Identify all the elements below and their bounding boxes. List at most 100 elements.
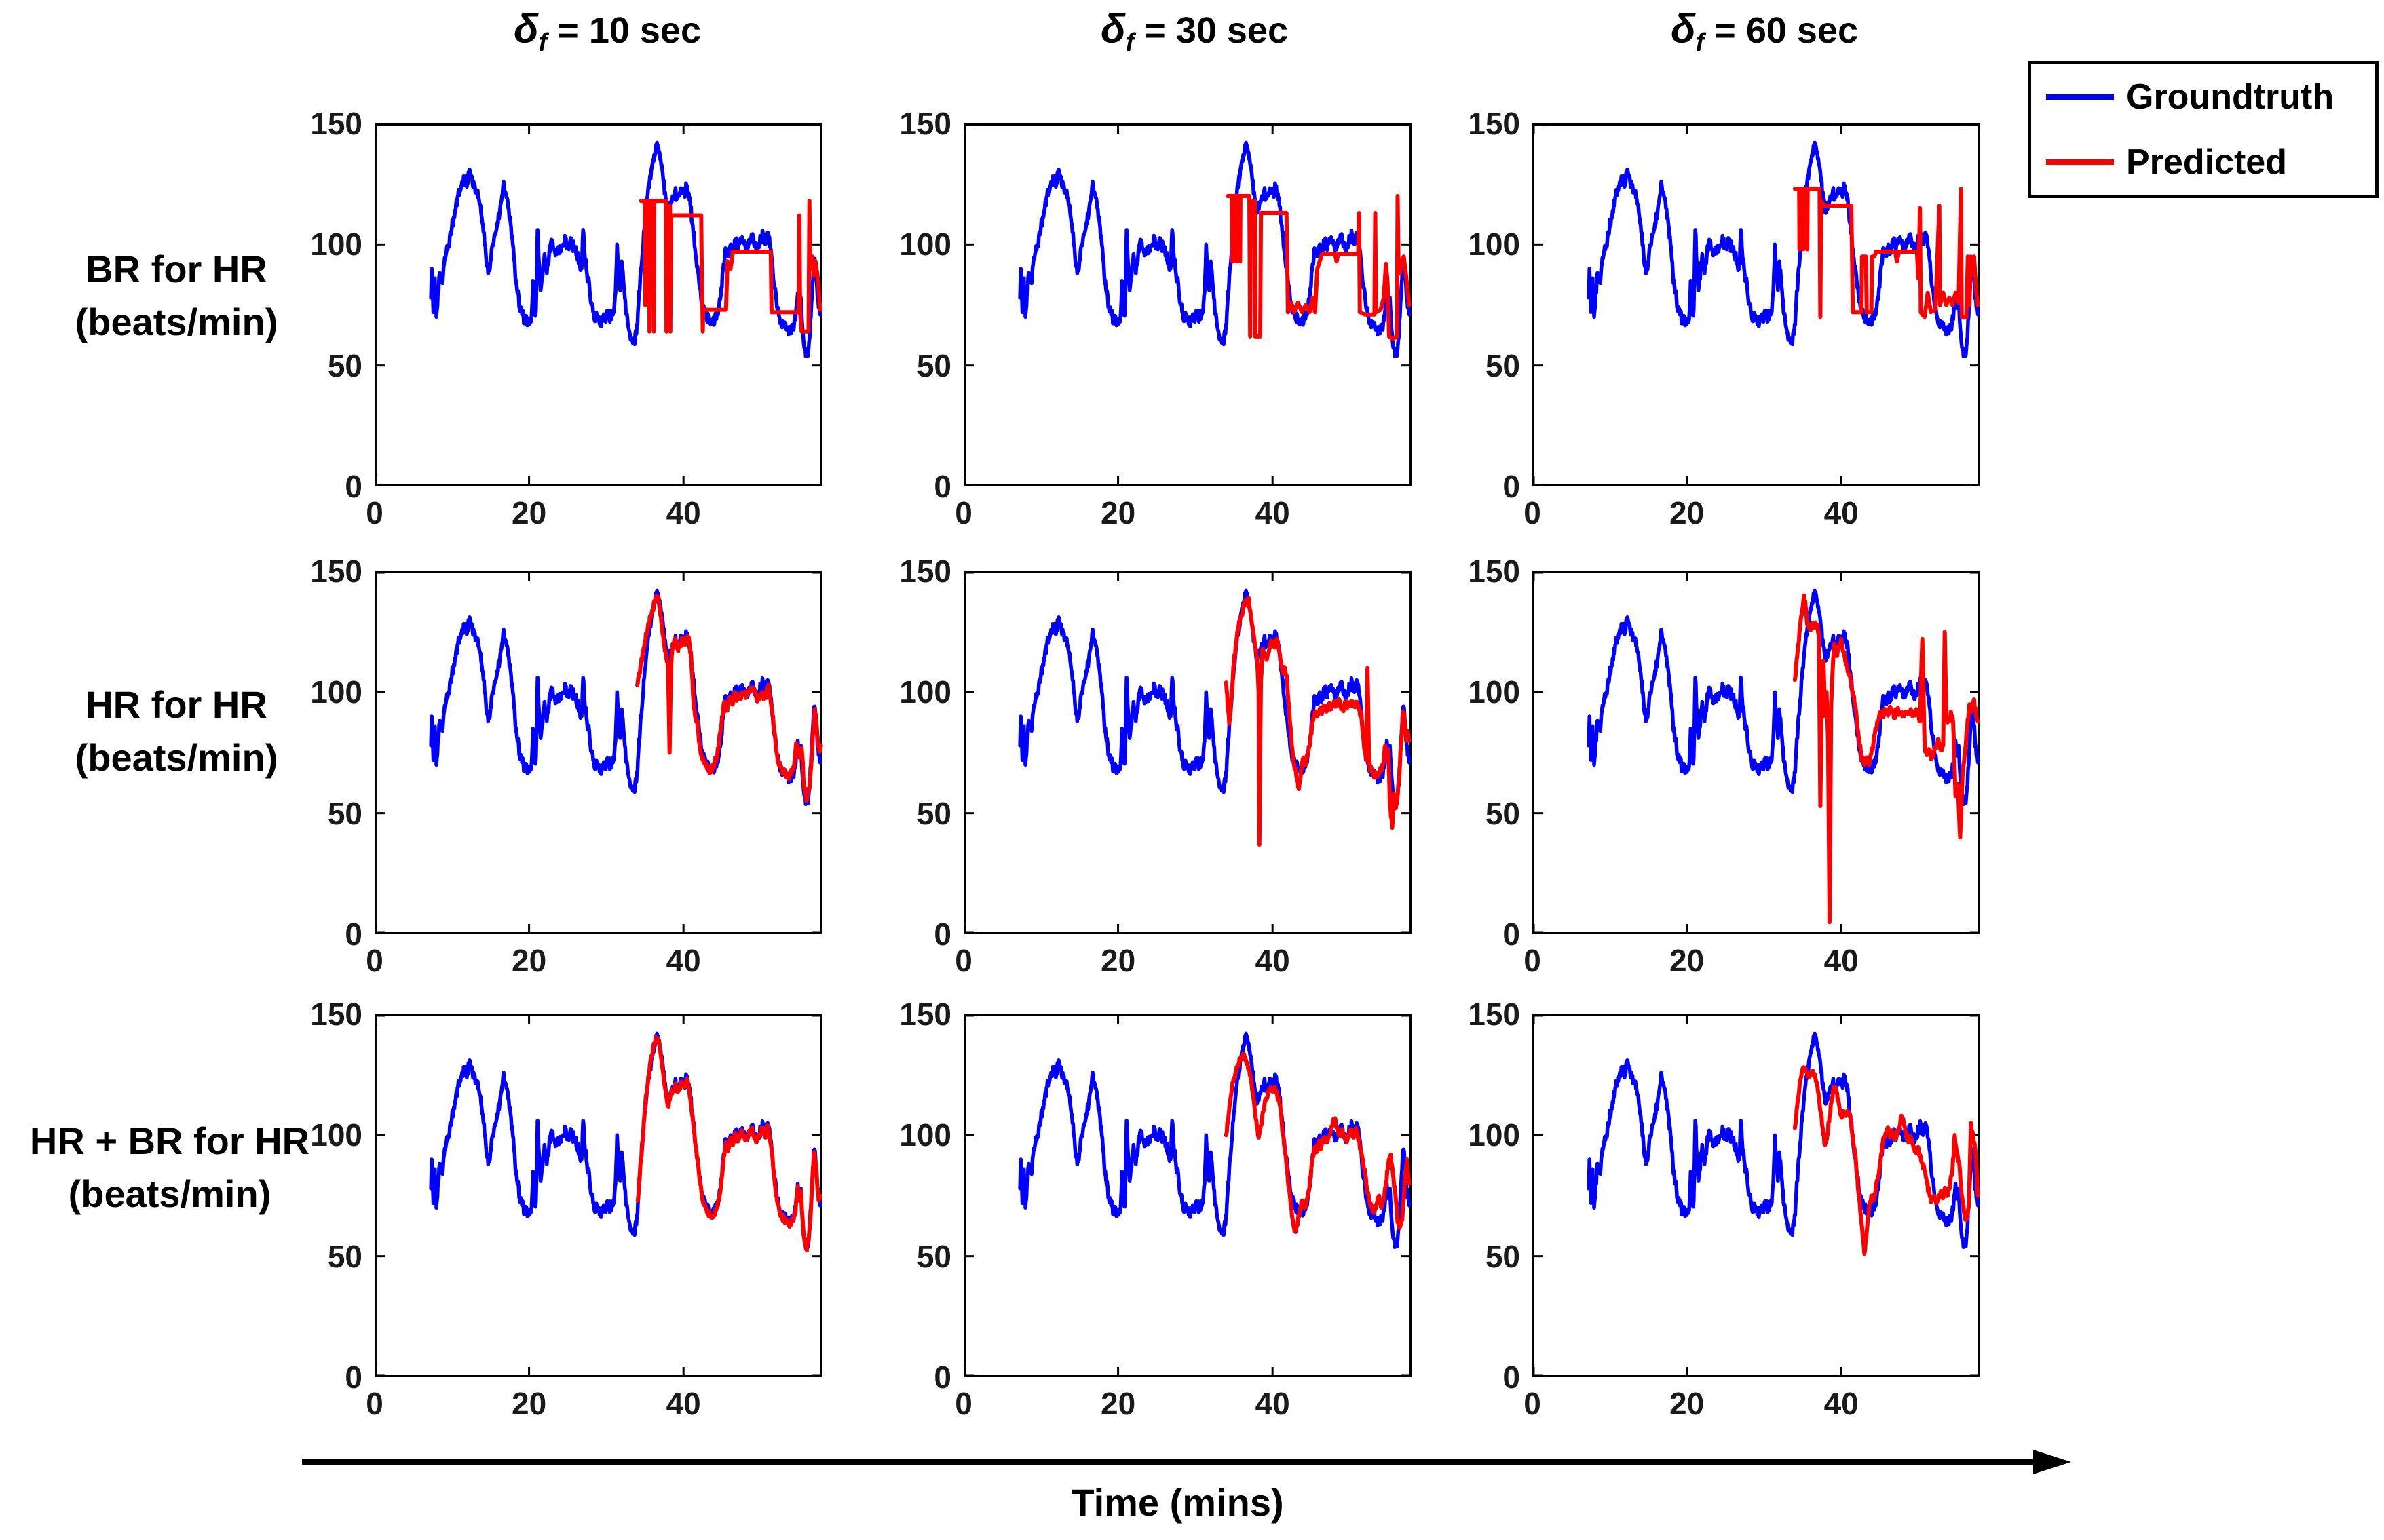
y-tick-label: 100 xyxy=(899,1117,951,1153)
plot-br-for-hr-10sec xyxy=(375,123,822,486)
plot-hr-br-for-hr-10sec xyxy=(375,1014,822,1377)
x-tick-label: 20 xyxy=(1100,1386,1136,1421)
delta-subscript: f xyxy=(538,28,548,57)
y-tick-label: 100 xyxy=(310,674,362,710)
x-tick-label: 20 xyxy=(511,943,547,978)
predicted-line xyxy=(1792,1065,1980,1256)
y-tick-label: 100 xyxy=(899,227,951,263)
plot-br-for-hr-60sec xyxy=(1532,123,1980,486)
x-tick-label: 40 xyxy=(666,943,701,978)
predicted-line xyxy=(1226,194,1412,341)
x-tick-label: 0 xyxy=(1524,495,1541,531)
row-label-line2: (beats/min) xyxy=(75,736,278,779)
groundtruth-line xyxy=(429,140,822,359)
y-tick-label: 0 xyxy=(934,1360,951,1395)
x-tick-label: 40 xyxy=(1823,943,1859,978)
plot-hr-for-hr-10sec xyxy=(375,571,823,934)
groundtruth-line xyxy=(429,1031,822,1250)
y-tick-label: 150 xyxy=(899,997,951,1032)
x-tick-label: 20 xyxy=(1669,495,1705,531)
legend: Groundtruth Predicted xyxy=(2028,61,2379,198)
y-tick-label: 0 xyxy=(934,917,951,952)
predicted-line xyxy=(635,594,823,803)
y-tick-label: 50 xyxy=(327,1238,362,1274)
delta-symbol: δ xyxy=(514,6,539,52)
groundtruth-line xyxy=(1587,1031,1980,1250)
y-tick-label: 100 xyxy=(899,674,951,710)
delta-subscript: f xyxy=(1695,28,1705,57)
predicted-line xyxy=(1792,187,1980,320)
x-tick-label: 20 xyxy=(1669,943,1705,978)
plot-hr-br-for-hr-30sec xyxy=(964,1014,1412,1377)
column-header-text: = 10 sec xyxy=(547,10,701,51)
groundtruth-line xyxy=(1587,140,1980,359)
y-tick-label: 50 xyxy=(1485,795,1520,831)
y-tick-label: 100 xyxy=(310,1117,362,1153)
y-tick-label: 50 xyxy=(327,347,362,383)
x-tick-label: 0 xyxy=(955,943,972,978)
y-tick-label: 50 xyxy=(1485,347,1520,383)
groundtruth-line xyxy=(1018,1031,1412,1250)
y-tick-label: 50 xyxy=(916,347,951,383)
x-tick-label: 40 xyxy=(1823,1386,1859,1421)
y-tick-label: 150 xyxy=(899,554,951,589)
plot-hr-for-hr-30sec xyxy=(964,571,1412,934)
column-header-60sec: δf = 60 sec xyxy=(1527,5,2002,58)
y-tick-label: 0 xyxy=(345,1360,362,1395)
delta-subscript: f xyxy=(1125,28,1135,57)
groundtruth-line xyxy=(1587,588,1980,807)
legend-label-predicted: Predicted xyxy=(2126,142,2287,182)
x-tick-label: 40 xyxy=(1255,1386,1290,1421)
y-tick-label: 150 xyxy=(1468,106,1520,141)
plot-hr-br-for-hr-60sec xyxy=(1532,1014,1980,1377)
x-tick-label: 40 xyxy=(1255,495,1290,531)
y-tick-label: 150 xyxy=(310,106,362,141)
arrow-head-icon xyxy=(2033,1450,2071,1474)
y-tick-label: 100 xyxy=(310,227,362,263)
time-axis-label: Time (mins) xyxy=(1071,1481,1284,1524)
legend-item-predicted: Predicted xyxy=(2031,130,2375,195)
y-tick-label: 150 xyxy=(310,554,362,589)
row-label-line2: (beats/min) xyxy=(75,301,278,344)
x-tick-label: 20 xyxy=(511,1386,547,1421)
y-tick-label: 150 xyxy=(310,997,362,1032)
plot-br-for-hr-30sec xyxy=(964,123,1412,486)
y-tick-label: 100 xyxy=(1468,1117,1520,1153)
time-axis-arrow xyxy=(302,1450,2071,1474)
column-header-text: = 30 sec xyxy=(1134,10,1288,51)
plot-hr-for-hr-60sec xyxy=(1532,571,1980,934)
y-tick-label: 50 xyxy=(327,795,362,831)
x-tick-label: 40 xyxy=(666,495,701,531)
x-tick-label: 0 xyxy=(955,1386,972,1421)
column-header-text: = 60 sec xyxy=(1704,10,1858,51)
x-tick-label: 20 xyxy=(1669,1386,1705,1421)
x-tick-label: 20 xyxy=(1100,495,1136,531)
row-label-hr-br-for-hr: HR + BR for HR (beats/min) xyxy=(7,1115,333,1221)
y-tick-label: 50 xyxy=(916,795,951,831)
x-tick-label: 40 xyxy=(1823,495,1859,531)
row-label-line1: HR for HR xyxy=(86,683,267,726)
predicted-line-swatch xyxy=(2046,159,2114,165)
y-tick-label: 0 xyxy=(1502,917,1520,952)
x-tick-label: 0 xyxy=(1524,943,1541,978)
x-tick-label: 40 xyxy=(1255,943,1290,978)
x-tick-label: 0 xyxy=(366,943,383,978)
groundtruth-line-swatch xyxy=(2046,94,2114,100)
column-header-30sec: δf = 30 sec xyxy=(957,5,1432,58)
legend-label-groundtruth: Groundtruth xyxy=(2126,77,2334,117)
x-tick-label: 0 xyxy=(366,1386,383,1421)
y-tick-label: 0 xyxy=(1502,1360,1520,1395)
predicted-line xyxy=(636,1035,822,1253)
groundtruth-line xyxy=(1018,588,1412,807)
row-label-hr-for-hr: HR for HR (beats/min) xyxy=(14,678,339,785)
x-tick-label: 20 xyxy=(1100,943,1136,978)
y-tick-label: 150 xyxy=(899,106,951,141)
x-tick-label: 0 xyxy=(1524,1386,1541,1421)
groundtruth-line xyxy=(1018,140,1412,359)
row-label-br-for-hr: BR for HR (beats/min) xyxy=(14,243,339,349)
delta-symbol: δ xyxy=(1101,6,1126,52)
predicted-line xyxy=(1792,593,1980,925)
row-label-line1: HR + BR for HR xyxy=(29,1119,310,1162)
row-label-line2: (beats/min) xyxy=(68,1172,271,1216)
row-label-line1: BR for HR xyxy=(86,248,267,290)
